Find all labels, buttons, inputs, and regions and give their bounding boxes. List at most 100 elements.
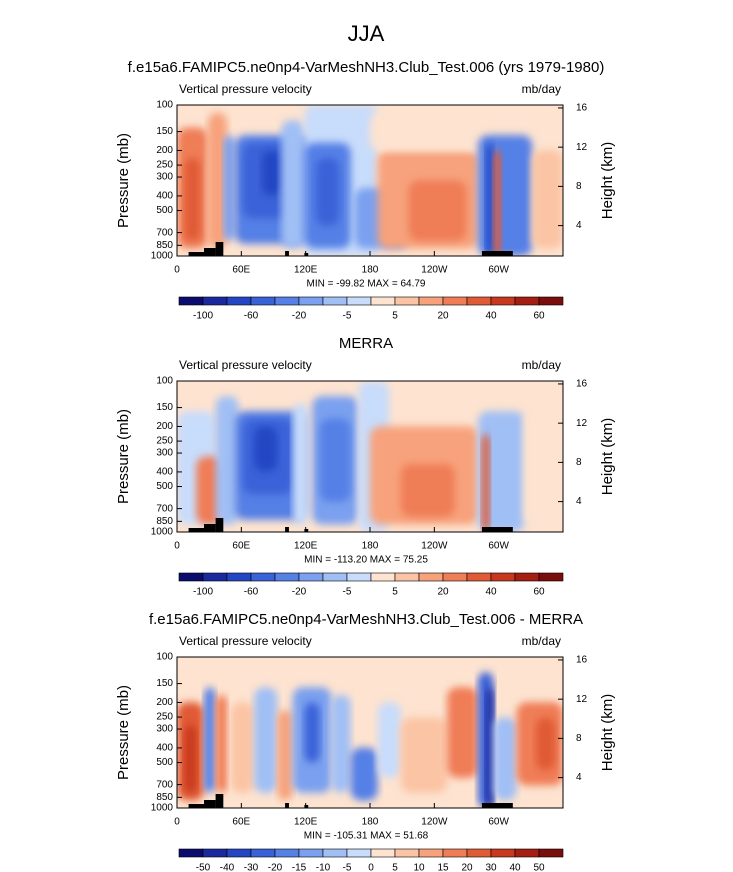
colorbar-box xyxy=(466,848,492,858)
y-tick-label: 500 xyxy=(156,481,173,492)
colorbar-label: 10 xyxy=(413,863,425,872)
colorbar-box xyxy=(514,296,540,306)
colorbar-box xyxy=(370,572,396,582)
colorbar-box xyxy=(418,848,444,858)
y-tick-label: 150 xyxy=(156,402,173,413)
colorbar-box xyxy=(274,572,300,582)
y-tick-label: 250 xyxy=(156,712,173,723)
colorbar-box xyxy=(490,296,516,306)
y-tick-label: 1000 xyxy=(151,527,174,538)
x-tick-label: 120W xyxy=(421,265,448,276)
field-region xyxy=(184,724,197,793)
field-region xyxy=(184,157,201,241)
y2-tick-label: 16 xyxy=(576,103,588,114)
colorbar-box xyxy=(442,572,468,582)
topography xyxy=(215,794,224,808)
left-label: Vertical pressure velocity xyxy=(179,634,312,648)
colorbar-box xyxy=(466,572,492,582)
colorbar-box xyxy=(274,296,300,306)
y-tick-label: 200 xyxy=(156,421,173,432)
x-tick-label: 120E xyxy=(294,541,318,552)
colorbar-box xyxy=(298,572,324,582)
colorbar-label: -5 xyxy=(343,863,352,872)
topography xyxy=(204,524,216,532)
colorbar-box xyxy=(394,572,420,582)
topography xyxy=(188,804,205,808)
y-tick-label: 1000 xyxy=(151,803,174,814)
x-tick-label: 0 xyxy=(174,265,180,276)
colorbar-box xyxy=(322,572,348,582)
y-axis-label: Pressure (mb) xyxy=(115,133,132,228)
topography xyxy=(304,805,309,808)
field-region xyxy=(254,426,278,472)
field xyxy=(177,105,563,256)
colorbar-box xyxy=(178,848,204,858)
colorbar-label: -50 xyxy=(196,863,211,872)
y-tick-label: 300 xyxy=(156,448,173,459)
x-tick-label: 120E xyxy=(294,817,318,828)
y-tick-label: 250 xyxy=(156,436,173,447)
y2-tick-label: 8 xyxy=(576,733,582,744)
colorbar-label: 30 xyxy=(485,863,497,872)
colorbar-box xyxy=(346,572,372,582)
field-region xyxy=(524,411,563,525)
field-region xyxy=(493,717,517,801)
colorbar-label: -100 xyxy=(193,311,213,322)
colorbar-box xyxy=(442,296,468,306)
colorbar-label: 0 xyxy=(368,863,374,872)
field-region xyxy=(319,418,351,502)
field xyxy=(177,657,563,808)
y-tick-label: 150 xyxy=(156,678,173,689)
y2-tick-label: 8 xyxy=(576,181,582,192)
x-tick-label: 60E xyxy=(232,541,250,552)
x-tick-label: 60W xyxy=(488,265,509,276)
colorbar-label: 5 xyxy=(392,311,398,322)
colorbar-label: 20 xyxy=(461,863,473,872)
colorbar-label: 5 xyxy=(392,863,398,872)
topography xyxy=(481,251,513,256)
y-tick-label: 400 xyxy=(156,191,173,202)
field-region xyxy=(447,687,479,778)
colorbar-box xyxy=(250,296,276,306)
y-tick-label: 700 xyxy=(156,503,173,514)
colorbar-label: 60 xyxy=(533,587,545,598)
colorbar-label: -100 xyxy=(193,587,213,598)
field-region xyxy=(231,702,255,793)
colorbar-box xyxy=(202,296,228,306)
x-tick-label: 180 xyxy=(362,817,379,828)
y2-axis-label: Height (km) xyxy=(599,418,616,496)
field-region xyxy=(331,694,351,793)
x-tick-label: 0 xyxy=(174,817,180,828)
y-tick-label: 100 xyxy=(156,100,173,111)
field-region xyxy=(261,150,282,196)
colorbar-box xyxy=(538,296,564,306)
y2-tick-label: 4 xyxy=(576,220,582,231)
colorbar-box xyxy=(514,572,540,582)
panel-title: f.e15a6.FAMIPC5.ne0np4-VarMeshNH3.Club_T… xyxy=(128,59,605,76)
field-region xyxy=(207,112,228,249)
x-tick-label: 180 xyxy=(362,265,379,276)
right-label: mb/day xyxy=(522,358,561,372)
x-tick-label: 60E xyxy=(232,817,250,828)
left-label: Vertical pressure velocity xyxy=(179,82,312,96)
colorbar-label: -5 xyxy=(343,311,352,322)
colorbar-label: 40 xyxy=(485,311,497,322)
y-tick-label: 250 xyxy=(156,160,173,171)
y2-tick-label: 16 xyxy=(576,379,588,390)
y-tick-label: 1000 xyxy=(151,251,174,262)
topography xyxy=(215,242,224,256)
colorbar-label: -60 xyxy=(244,311,259,322)
field-region xyxy=(304,702,320,763)
y-tick-label: 100 xyxy=(156,376,173,387)
y-tick-label: 850 xyxy=(156,516,173,527)
colorbar-box xyxy=(274,848,300,858)
colorbar-label: -20 xyxy=(292,311,307,322)
figure-title: JJA xyxy=(348,21,385,46)
colorbar-box xyxy=(514,848,540,858)
colorbar-box xyxy=(202,848,228,858)
x-tick-label: 180 xyxy=(362,541,379,552)
colorbar-label: 60 xyxy=(533,311,545,322)
colorbar-box xyxy=(418,572,444,582)
colorbar-label: 40 xyxy=(485,587,497,598)
